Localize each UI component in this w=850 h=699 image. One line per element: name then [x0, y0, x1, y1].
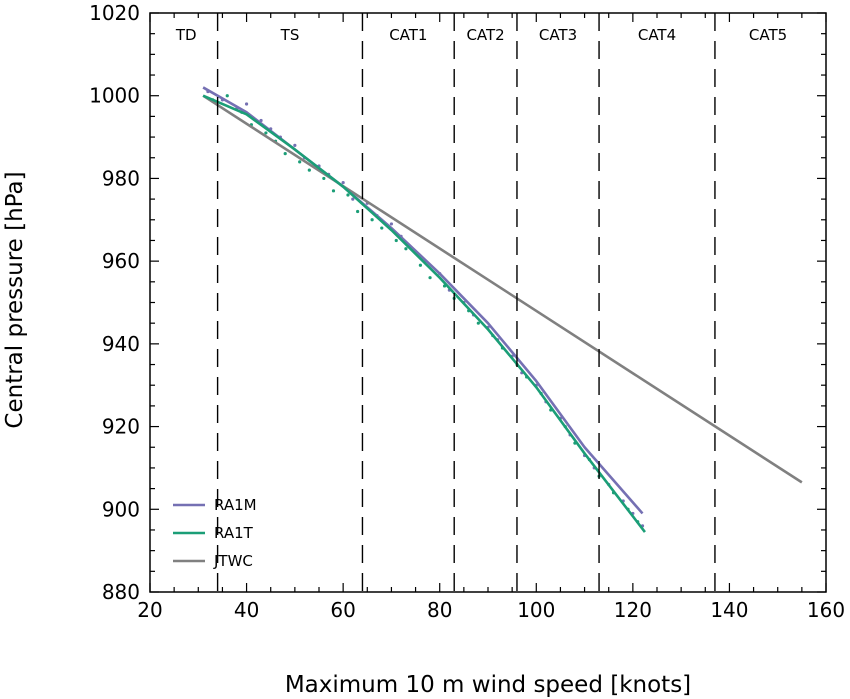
x-tick-label: 60: [330, 598, 355, 622]
scatter-point: [418, 263, 422, 267]
category-label: CAT2: [466, 26, 504, 44]
scatter-point: [356, 209, 360, 214]
scatter-point: [380, 226, 384, 230]
scatter-point: [264, 131, 268, 135]
category-label: CAT1: [389, 26, 427, 44]
scatter-point: [283, 152, 287, 156]
scatter-point: [293, 143, 297, 147]
category-labels: TD TS CAT1 CAT2 CAT3 CAT4 CAT5: [175, 26, 787, 44]
category-label: CAT4: [638, 26, 676, 44]
scatter-point: [428, 276, 432, 280]
scatter-point: [346, 193, 350, 197]
scatter-point: [331, 189, 336, 193]
y-tick-label: 880: [102, 580, 140, 604]
category-label: TS: [280, 26, 300, 44]
scatter-point: [370, 218, 374, 222]
scatter-point: [322, 176, 326, 181]
x-axis-title: Maximum 10 m wind speed [knots]: [285, 672, 691, 698]
legend-label: RA1M: [214, 496, 257, 514]
scatter-point: [244, 102, 249, 106]
x-tick-label: 40: [234, 598, 259, 622]
scatter-point: [225, 94, 229, 98]
plot-background: [150, 13, 826, 592]
x-tick-label: 100: [517, 598, 555, 622]
scatter-point: [351, 197, 355, 201]
x-tick-label: 80: [427, 598, 452, 622]
y-tick-label: 1020: [89, 1, 140, 25]
series-line-jtwc: [202, 94, 803, 484]
scatter-point: [404, 247, 408, 251]
axes: 20 40 60 80 100 120 140 160 880 900 920 940 960 980 10…: [89, 1, 845, 622]
scatter-point: [476, 321, 480, 325]
scatter-point: [341, 180, 345, 185]
x-tick-label: 20: [137, 598, 162, 622]
y-tick-label: 920: [102, 415, 140, 439]
category-boundaries: [216, 13, 716, 592]
scatter-point: [307, 168, 311, 172]
series-line-ra1t: [202, 94, 646, 533]
category-label: CAT5: [749, 26, 787, 44]
category-label: CAT3: [539, 26, 577, 44]
y-tick-label: 1000: [89, 84, 140, 108]
y-tick-label: 940: [102, 332, 140, 356]
legend-label: RA1T: [214, 524, 254, 542]
y-tick-label: 980: [102, 166, 140, 190]
x-tick-label: 160: [807, 598, 845, 622]
y-axis-title: Central pressure [hPa]: [2, 171, 28, 428]
x-tick-label: 140: [710, 598, 748, 622]
plot-area: [150, 13, 826, 592]
y-tick-label: 960: [102, 249, 140, 273]
scatter-point: [394, 238, 398, 243]
lines-layer: [202, 86, 803, 533]
legend: RA1M RA1T JTWC: [173, 496, 257, 570]
scatter-point: [389, 222, 394, 226]
x-tick-label: 120: [614, 598, 652, 622]
scatter-point: [298, 160, 302, 164]
y-tick-label: 900: [102, 497, 140, 521]
category-label: TD: [175, 26, 197, 44]
legend-label: JTWC: [213, 552, 253, 570]
